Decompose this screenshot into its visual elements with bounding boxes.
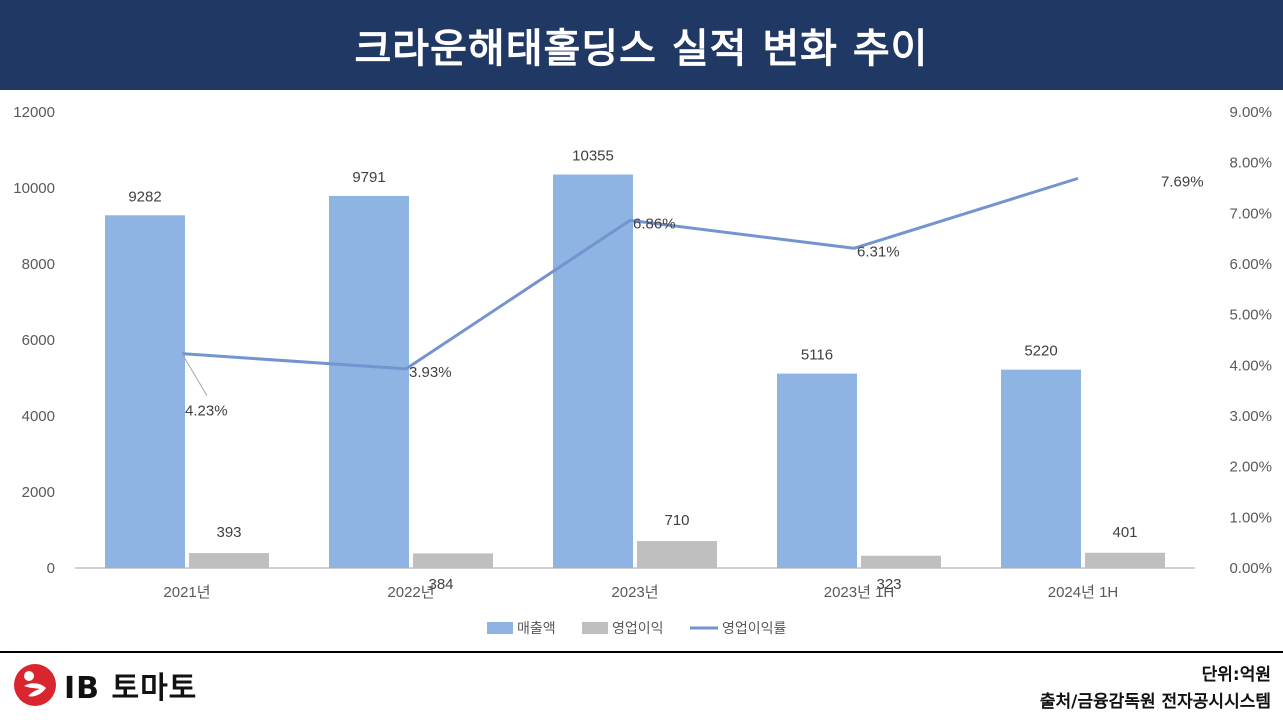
legend-label-profit: 영업이익 bbox=[612, 621, 664, 637]
legend-swatch-profit bbox=[582, 622, 608, 634]
page-title: 크라운해태홀딩스 실적 변화 추이 bbox=[354, 26, 929, 72]
sales-data-label: 5116 bbox=[801, 347, 833, 364]
y-right-tick-label: 0.00% bbox=[1229, 560, 1272, 577]
profit-data-label: 384 bbox=[428, 576, 453, 593]
unit-note: 단위:억원 bbox=[1201, 665, 1271, 685]
legend-label-margin: 영업이익률 bbox=[722, 621, 787, 637]
sales-data-label: 10355 bbox=[572, 148, 614, 165]
x-category-label: 2021년 bbox=[163, 584, 210, 601]
profit-bar bbox=[637, 541, 717, 568]
margin-data-label: 4.23% bbox=[185, 403, 228, 420]
margin-data-label: 7.69% bbox=[1161, 173, 1204, 190]
profit-bar bbox=[413, 553, 493, 568]
logo: IB 토마토 bbox=[14, 660, 197, 710]
profit-bar bbox=[1085, 552, 1165, 568]
y-right-tick-label: 4.00% bbox=[1229, 357, 1272, 374]
sales-data-label: 5220 bbox=[1024, 343, 1057, 360]
margin-data-label: 6.31% bbox=[857, 243, 900, 260]
y-left-tick-label: 2000 bbox=[22, 484, 55, 501]
x-category-label: 2023년 bbox=[611, 584, 658, 601]
legend-label-sales: 매출액 bbox=[517, 621, 556, 637]
sales-bar bbox=[777, 373, 857, 568]
margin-line bbox=[181, 176, 1079, 371]
profit-data-label: 710 bbox=[664, 512, 689, 529]
footer-notes: 단위:억원 출처/금융감독원 전자공시시스템 bbox=[1040, 662, 1271, 716]
chart: 0 2000 4000 6000 8000 10000 12000 0.00% 1.00% 2.0… bbox=[13, 104, 1272, 637]
sales-bar bbox=[329, 195, 409, 568]
footer-divider bbox=[0, 651, 1283, 653]
y-left-tick-label: 0 bbox=[47, 560, 55, 577]
legend-swatch-sales bbox=[487, 622, 513, 634]
margin-leader-line bbox=[181, 353, 208, 396]
y-right-tick-label: 8.00% bbox=[1229, 155, 1272, 172]
sales-bar bbox=[105, 215, 185, 568]
y-right-tick-label: 9.00% bbox=[1229, 104, 1272, 121]
profit-bar bbox=[861, 555, 941, 568]
y-left-tick-label: 4000 bbox=[22, 408, 55, 425]
y-left-tick-label: 12000 bbox=[13, 104, 55, 121]
title-bar: 크라운해태홀딩스 실적 변화 추이 bbox=[0, 0, 1283, 90]
x-category-label: 2024년 1H bbox=[1048, 584, 1119, 601]
profit-data-label: 401 bbox=[1112, 524, 1137, 541]
y-right-tick-label: 5.00% bbox=[1229, 307, 1272, 324]
y-left-tick-label: 8000 bbox=[22, 256, 55, 273]
x-category-label: 2023년 1H bbox=[824, 584, 895, 601]
sales-data-label: 9282 bbox=[128, 188, 161, 205]
y-left-tick-label: 6000 bbox=[22, 332, 55, 349]
y-right-tick-label: 6.00% bbox=[1229, 256, 1272, 273]
y-right-tick-label: 2.00% bbox=[1229, 459, 1272, 476]
margin-data-label: 3.93% bbox=[409, 364, 452, 381]
y-right-tick-label: 7.00% bbox=[1229, 205, 1272, 222]
sales-data-label: 9791 bbox=[352, 169, 385, 186]
logo-text: IB 토마토 bbox=[64, 671, 198, 706]
profit-data-label: 323 bbox=[876, 576, 901, 593]
y-right-tick-label: 3.00% bbox=[1229, 408, 1272, 425]
source-note: 출처/금융감독원 전자공시시스템 bbox=[1039, 692, 1271, 712]
sales-bar bbox=[1001, 369, 1081, 568]
profit-bar bbox=[189, 553, 269, 568]
profit-data-label: 393 bbox=[216, 524, 241, 541]
x-category-label: 2022년 bbox=[387, 584, 434, 601]
margin-data-label: 6.86% bbox=[633, 215, 676, 232]
tomato-logo-icon bbox=[14, 664, 56, 706]
y-left-tick-label: 10000 bbox=[13, 180, 55, 197]
y-right-tick-label: 1.00% bbox=[1229, 509, 1272, 526]
sales-bar bbox=[553, 174, 633, 568]
